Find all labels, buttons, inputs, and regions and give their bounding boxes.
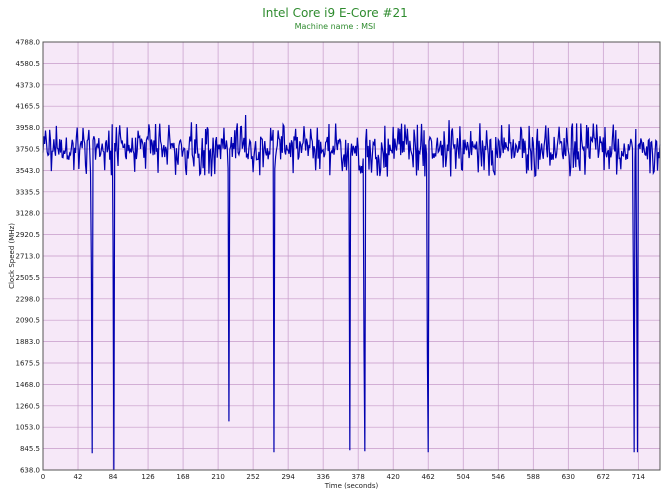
y-tick-label: 3128.0 <box>16 210 41 218</box>
y-tick-label: 1468.0 <box>16 381 41 389</box>
x-tick-label: 210 <box>211 473 224 481</box>
x-tick-label: 84 <box>109 473 118 481</box>
axis-ticks: 0 42 84 126 168 210 252 294 336 378 420 462 504 546 58… <box>16 39 646 482</box>
y-tick-label: 2090.5 <box>16 317 41 325</box>
x-tick-label: 420 <box>387 473 400 481</box>
x-tick-label: 294 <box>281 473 295 481</box>
y-tick-label: 4788.0 <box>16 39 41 47</box>
plot-frame <box>42 41 661 471</box>
y-tick-label: 4165.5 <box>16 103 41 111</box>
chart-title: Intel Core i9 E-Core #21 <box>262 6 408 20</box>
x-tick-label: 504 <box>457 473 471 481</box>
x-axis-title: Time (seconds) <box>324 482 379 490</box>
y-tick-label: 3958.0 <box>16 124 41 132</box>
x-tick-label: 42 <box>74 473 83 481</box>
y-tick-label: 2713.0 <box>16 253 41 261</box>
y-tick-label: 845.5 <box>20 445 40 453</box>
y-tick-label: 3543.0 <box>16 167 41 175</box>
x-tick-label: 252 <box>246 473 259 481</box>
y-tick-label: 1675.5 <box>16 360 41 368</box>
y-tick-label: 1053.0 <box>16 424 41 432</box>
y-axis-title: Clock Speed (MHz) <box>8 223 16 289</box>
grid <box>42 41 660 471</box>
x-tick-label: 672 <box>597 473 610 481</box>
x-tick-label: 378 <box>351 473 364 481</box>
x-tick-label: 126 <box>141 473 155 481</box>
x-tick-label: 630 <box>562 473 575 481</box>
y-tick-label: 638.0 <box>20 467 40 475</box>
y-tick-label: 2920.5 <box>16 231 41 239</box>
x-tick-label: 714 <box>632 473 646 481</box>
y-tick-label: 4580.5 <box>16 60 41 68</box>
y-tick-label: 4373.0 <box>16 81 41 89</box>
series-line-clock-speed <box>42 115 661 470</box>
y-tick-label: 1883.0 <box>16 338 41 346</box>
y-tick-label: 2298.0 <box>16 295 41 303</box>
x-tick-label: 588 <box>527 473 540 481</box>
x-tick-label: 0 <box>41 473 45 481</box>
y-tick-label: 3335.5 <box>16 188 41 196</box>
y-tick-label: 3750.5 <box>16 146 41 154</box>
x-tick-label: 462 <box>422 473 435 481</box>
y-tick-label: 2505.5 <box>16 274 41 282</box>
x-tick-label: 546 <box>492 473 506 481</box>
x-tick-label: 168 <box>176 473 189 481</box>
chart-subtitle: Machine name : MSI <box>294 22 376 31</box>
y-tick-label: 1260.5 <box>16 402 41 410</box>
x-tick-label: 336 <box>316 473 330 481</box>
